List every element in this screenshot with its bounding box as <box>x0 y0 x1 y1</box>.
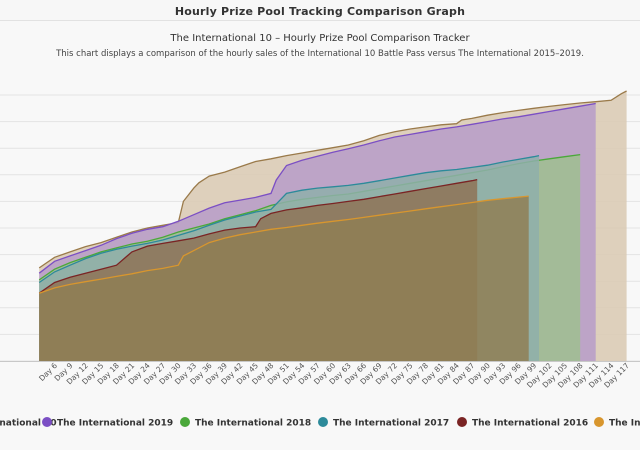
series-area-5 <box>39 196 529 361</box>
legend-item-0: The International 10 <box>0 419 57 429</box>
chart-title: The International 10 – Hourly Prize Pool… <box>170 33 470 44</box>
chart-subtitle: This chart displays a comparison of the … <box>56 49 584 59</box>
legend-marker-4 <box>457 417 467 427</box>
page-header: Hourly Prize Pool Tracking Comparison Gr… <box>0 0 640 21</box>
legend-marker-5 <box>594 417 604 427</box>
series-line-1 <box>38 102 596 274</box>
legend-marker-2 <box>180 417 190 427</box>
legend-item-4: The International 2016 <box>472 419 588 429</box>
series-line-4 <box>38 178 478 294</box>
page-title: Hourly Prize Pool Tracking Comparison Gr… <box>174 5 466 18</box>
legend-item-3: The International 2017 <box>333 419 449 429</box>
legend-marker-3 <box>318 417 328 427</box>
series-line-0 <box>38 90 627 269</box>
legend-item-5: The International 2015 <box>609 419 640 429</box>
chart-panel: Day 6 Day 9 Day 12 Day 15 Day 18 Day 21 Day 24… <box>0 21 640 450</box>
legend-item-1: The International 2019 <box>57 419 173 429</box>
legend-item-2: The International 2018 <box>195 419 311 429</box>
series-line-5 <box>38 195 529 294</box>
series-line-3 <box>38 154 540 284</box>
legend-marker-1 <box>42 417 52 427</box>
